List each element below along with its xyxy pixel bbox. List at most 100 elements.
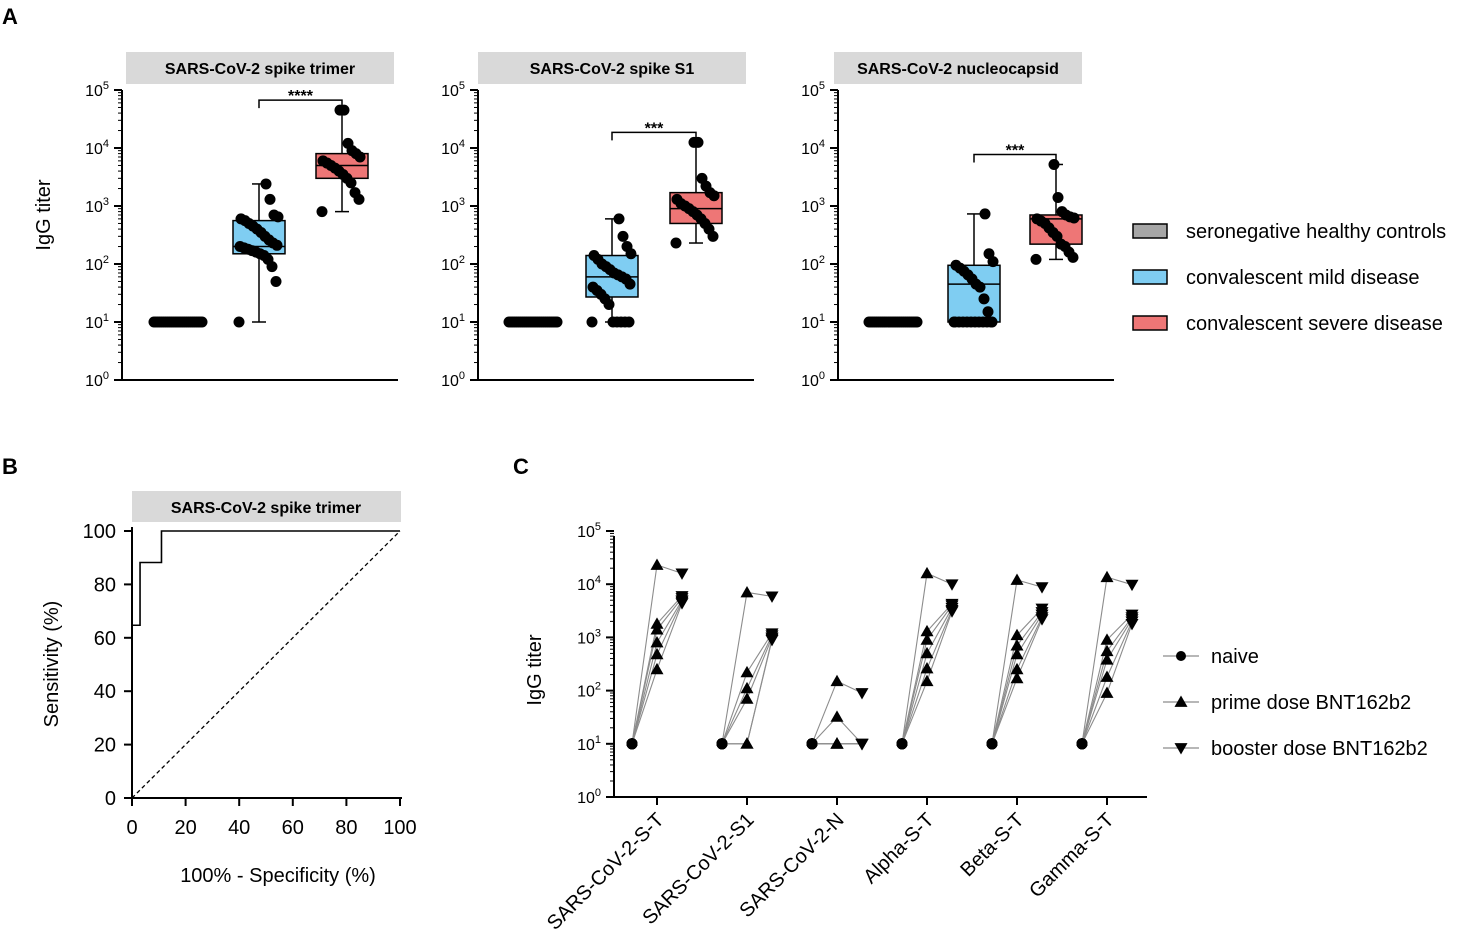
subplot-title: SARS-CoV-2 nucleocapsid [857,61,1059,78]
y-tick-label: 103 [801,196,825,216]
y-tick-label: 104 [577,574,601,594]
panel-b-title: SARS-CoV-2 spike trimer [171,500,361,517]
panel-b-xlabel: 100% - Specificity (%) [180,865,376,887]
data-point [342,137,354,149]
panel-label-c: C [513,454,529,479]
x-tick-label: 60 [282,817,304,839]
booster-point [675,598,689,610]
prime-point [1100,686,1114,698]
box-group-3 [315,104,369,218]
subplot-title: SARS-CoV-2 spike trimer [165,61,355,78]
y-tick-label: 104 [85,138,109,158]
prime-point [1010,628,1024,641]
legend-label: convalescent mild disease [1186,267,1419,289]
subplot-header [478,52,746,84]
x-tick-label: Alpha-S-T [859,809,938,888]
data-point [671,193,683,205]
data-point [621,241,633,253]
naive-point [896,738,908,750]
legend-label: naive [1211,646,1259,668]
prime-point [1100,653,1114,665]
data-point [349,187,361,199]
booster-point [1125,579,1139,592]
data-point [982,306,994,318]
prime-point [740,665,754,678]
prime-point [650,617,664,629]
booster-point [1125,618,1139,631]
prime-point [1010,647,1024,660]
booster-point [855,738,869,751]
panel-b-ylabel: Sensitivity (%) [41,601,63,728]
x-tick-label: 20 [174,817,196,839]
booster-point [1035,614,1049,626]
prime-point [830,737,844,749]
significance-bracket [611,131,697,141]
prime-point [1100,644,1114,657]
box-group-2 [232,178,286,328]
booster-point [945,606,959,618]
y-tick-label: 102 [441,254,465,274]
naive-point [986,738,998,750]
y-tick-label: 104 [441,138,465,158]
data-point [196,316,208,328]
panel-b: SARS-CoV-2 spike trimer 0 20 40 60 80 100 0 20 40… [41,491,417,887]
prime-point [920,674,934,687]
reference-diagonal [131,530,401,799]
box-group-1 [148,316,208,328]
naive-point [1076,738,1088,750]
y-tick-label: 102 [85,254,109,274]
data-point [235,213,247,225]
y-tick-label: 80 [94,574,116,596]
legend-swatch [1132,315,1168,331]
data-point [986,316,998,328]
naive-point [806,738,818,750]
legend-label: seronegative healthy controls [1186,221,1446,243]
prime-point [1010,671,1024,684]
y-tick-label: 60 [94,628,116,650]
panel-label-a: A [2,4,18,29]
booster-point [765,591,779,603]
booster-point [855,688,869,700]
y-tick-label: 100 [85,370,109,390]
prime-point [1100,670,1114,682]
x-tick-label: 80 [335,817,357,839]
prime-point [920,662,934,674]
data-point [696,172,708,184]
booster-point [1035,582,1049,594]
prime-point [740,681,754,694]
prime-point [740,585,754,598]
y-tick-label: 101 [441,312,465,332]
data-point [587,281,599,293]
subplot-header [834,52,1082,84]
data-point [586,316,598,328]
booster-point [765,634,779,647]
y-tick-label: 102 [801,254,825,274]
prime-point [650,636,664,648]
prime-point [650,647,664,660]
x-tick-label: 100 [383,817,416,839]
subplot-title: SARS-CoV-2 spike S1 [530,61,695,78]
panel-a: SARS-CoV-2 spike trimer 100 101 102 103 104 10… [85,52,1114,390]
y-tick-label: 103 [441,196,465,216]
panel-a-ylabel: IgG titer [33,179,55,250]
subplot-2: SARS-CoV-2 spike S1 100 101 102 103 104 105 *** [441,52,754,390]
data-point [950,259,962,271]
data-point [270,275,282,287]
prime-point [920,566,934,579]
y-tick-label: 101 [801,312,825,332]
data-point [979,208,991,220]
y-tick-label: 101 [85,312,109,332]
prime-point [830,674,844,687]
y-tick-label: 100 [441,370,465,390]
data-point [234,241,246,253]
y-tick-label: 40 [94,681,116,703]
y-tick-label: 103 [85,196,109,216]
data-point [1030,253,1042,265]
naive-point [626,738,638,750]
y-tick-label: 100 [577,787,601,807]
y-tick-label: 105 [577,521,601,541]
data-point [317,155,329,167]
prime-point [1100,570,1114,583]
data-point [607,316,619,328]
